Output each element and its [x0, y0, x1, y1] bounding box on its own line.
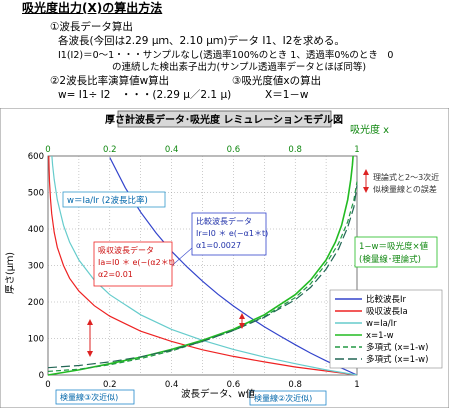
legend-entry: x=1-w: [366, 331, 394, 341]
absorbance-callout: 1−w＝吸光度×値 (検量線･理論式): [354, 236, 438, 268]
step1-detail-2: の連続した検出素子出力(サンプル透過率データとほぼ同等): [112, 62, 367, 73]
w-ratio-label: w＝Ia/Ir (2波長比率): [67, 195, 148, 206]
legend-entry: 多項式 (x=1-w): [366, 342, 428, 353]
absorbance-subtitle: (検量線･理論式): [359, 254, 421, 265]
cal3-label: 検量線③次近似): [60, 392, 118, 402]
x-tick-label: 0: [45, 380, 50, 390]
step3-heading: ③吸光度値xの算出: [232, 75, 322, 87]
ref-wave-alpha: α1=0.0027: [196, 241, 241, 250]
top-axis-label: 吸光度 x: [350, 123, 389, 136]
x-tick-label: 0.6: [227, 380, 241, 390]
cal3-callout: 検量線③次近似): [55, 389, 135, 405]
theory-note-line2: 似検量線との誤差: [373, 184, 437, 194]
theory-note-line1: 理論式と2～3次近: [373, 172, 439, 182]
absorbance-title: 1−w＝吸光度×値: [359, 241, 429, 252]
ref-wave-formula: Ir=I0 ＊ e(−α1＊t): [196, 229, 268, 238]
abs-wave-formula: Ia=I0 ＊ e(−(α2＊t): [98, 258, 175, 267]
error-arrows: [87, 313, 245, 357]
abs-wave-title: 吸収波長データ: [98, 245, 154, 255]
y-tick-label: 400: [28, 225, 44, 235]
w-ratio-callout: w＝Ia/Ir (2波長比率): [62, 191, 166, 208]
abs-wave-callout: 吸収波長データ Ia=I0 ＊ e(−(α2＊t) α2=0.01: [93, 241, 175, 287]
y-tick-label: 600: [28, 152, 44, 162]
series-line-4: [47, 181, 358, 372]
series-group: [47, 155, 358, 376]
step1-text: 各波長(今回は2.29 μｍ、2.10 μｍ)データ I1、I2を求める。: [58, 35, 345, 47]
legend-entry: 吸収波長Ia: [366, 306, 408, 317]
chart-title-box: [117, 110, 332, 128]
y-axis-title: 厚さ(μｍ): [5, 252, 16, 294]
top-tick-label: 0.2: [103, 145, 117, 155]
ref-wave-title: 比較波長データ: [196, 216, 252, 226]
abs-wave-alpha: α2=0.01: [98, 270, 133, 279]
series-line-3: [47, 155, 354, 376]
legend-entry: 比較波長Ir: [366, 294, 407, 305]
top-tick-label: 1: [354, 145, 359, 155]
page-title: 吸光度出力(X)の算出方法: [22, 1, 163, 15]
series-line-1: [48, 155, 358, 376]
x-tick-label: 0.4: [165, 380, 179, 390]
step2-formula: w= I1÷ I2 ・・・(2.29 μ／2.1 μ): [58, 89, 232, 101]
step1-detail: I1(I2)＝0～1・・・サンプルなし(透過率100%のとき 1、透過率0%のと…: [58, 50, 394, 61]
series-line-0: [109, 157, 358, 376]
x-tick-label: 1: [354, 380, 359, 390]
top-tick-label: 0.8: [288, 145, 302, 155]
y-tick-label: 100: [28, 335, 44, 345]
top-tick-label: 0: [45, 145, 50, 155]
step2-heading: ②2波長比率演算値w算出: [50, 75, 170, 87]
theory-error-note: 理論式と2～3次近 似検量線との誤差: [363, 169, 439, 194]
x-tick-label: 0.8: [288, 380, 302, 390]
y-tick-label: 200: [28, 298, 44, 308]
cal2-label: 検量線②次近似): [254, 393, 312, 403]
top-tick-label: 0.6: [227, 145, 241, 155]
y-tick-label: 300: [28, 262, 44, 272]
ref-wave-callout: 比較波長データ Ir=I0 ＊ e(−α1＊t) α1=0.0027: [159, 212, 268, 277]
axes: 0 0.2 0.4 0.6 0.8 1 0 0.2 0.4 0.6 0.8 1 0 100 200 300 40…: [28, 145, 360, 390]
cal2-callout: 検量線②次近似): [249, 390, 327, 406]
grid: [47, 155, 358, 376]
y-tick-label: 0: [39, 371, 44, 381]
series-line-5: [47, 185, 358, 369]
x-axis-title: 波長データ、w値: [181, 388, 255, 400]
y-tick-label: 500: [28, 189, 44, 199]
chart-title: 厚さ計波長データ･吸光度 レミュレーションモデル図: [105, 113, 343, 126]
legend-entry: 多項式 (x=1-w): [366, 354, 428, 365]
step1-heading: ①波長データ算出: [50, 21, 133, 33]
chart-area: 厚さ計波長データ･吸光度 レミュレーションモデル図 吸光度 x 0 0.2 0.4 0…: [0, 107, 449, 409]
x-tick-label: 0.2: [103, 380, 117, 390]
legend-entry: w=Ia/Ir: [366, 319, 397, 329]
series-line-2: [51, 155, 358, 376]
top-tick-label: 0.4: [165, 145, 179, 155]
chart-svg: 厚さ計波長データ･吸光度 レミュレーションモデル図 吸光度 x 0 0.2 0.4 0…: [0, 107, 449, 409]
step3-formula: X＝1－w: [265, 89, 309, 101]
